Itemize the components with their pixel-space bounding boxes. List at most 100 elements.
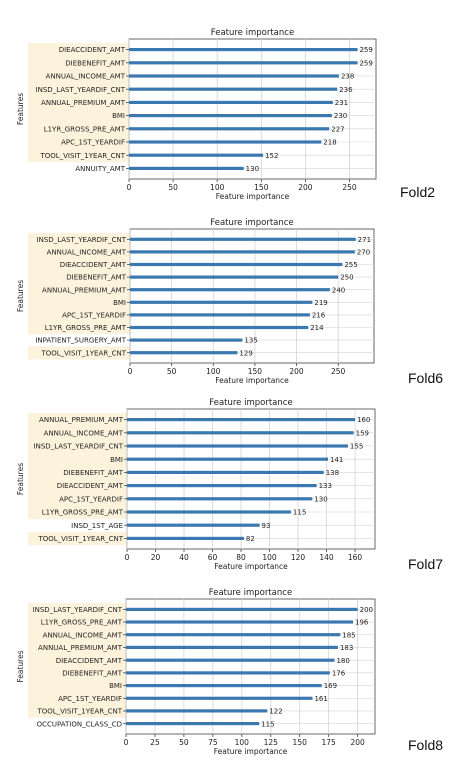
value-label: 133 (319, 482, 332, 490)
feature-bar (130, 262, 343, 267)
label-highlight (28, 82, 129, 97)
x-tick-label: 150 (254, 183, 269, 192)
category-label: BMI (110, 456, 123, 464)
feature-bar (129, 166, 244, 170)
label-highlight (28, 492, 127, 506)
label-highlight (28, 615, 126, 629)
label-highlight (28, 122, 129, 136)
feature-bar (126, 633, 341, 637)
x-tick-label: 140 (319, 553, 334, 562)
x-tick-label: 125 (264, 738, 279, 747)
value-label: 82 (246, 535, 255, 543)
x-tick-label: 0 (127, 183, 132, 192)
category-label: TOOL_VISIT_1YEAR_CNT (36, 708, 122, 716)
value-label: 152 (265, 152, 278, 160)
label-highlight (28, 346, 130, 360)
value-label: 238 (341, 73, 354, 81)
label-highlight (28, 452, 127, 467)
category-label: DIEBENEFIT_AMT (63, 469, 123, 477)
x-tick-label: 40 (179, 553, 189, 562)
value-label: 122 (269, 708, 282, 716)
category-label: ANNUAL_INCOME_AMT (43, 631, 123, 639)
label-highlight (28, 413, 127, 427)
feature-bar (129, 48, 358, 52)
feature-bar (127, 444, 348, 448)
category-label: L1YR_GROSS_PRE_AMT (44, 125, 126, 133)
x-tick-label: 250 (331, 367, 346, 376)
x-tick-label: 200 (350, 738, 365, 747)
x-tick-label: 100 (262, 553, 277, 562)
x-tick-label: 50 (168, 183, 178, 192)
category-label: BMI (113, 299, 126, 307)
x-tick-label: 75 (208, 738, 218, 747)
feature-bar (126, 607, 358, 611)
value-label: 250 (340, 274, 353, 282)
value-label: 176 (332, 669, 346, 677)
label-highlight (28, 43, 129, 57)
feature-bar (130, 313, 310, 317)
label-highlight (28, 321, 130, 335)
category-label: TOOL_VISIT_1YEAR_CNT (40, 349, 126, 357)
x-axis-label: Feature importance (216, 192, 290, 201)
value-label: 161 (314, 695, 327, 703)
feature-bar (126, 645, 338, 649)
label-highlight (28, 653, 126, 667)
value-label: 240 (332, 286, 345, 294)
feature-importance-chart: Feature importance 0 50 100 150 200 250 DIEACCI… (16, 28, 377, 201)
x-tick-label: 200 (298, 183, 313, 192)
x-axis-label: Feature importance (214, 747, 288, 756)
category-label: INSD_LAST_YEARDIF_CNT (37, 236, 127, 244)
fold-label: Fold6 (408, 370, 444, 386)
label-highlight (28, 691, 126, 705)
feature-bar (130, 338, 243, 342)
x-tick-label: 25 (150, 738, 160, 747)
feature-bar (127, 431, 354, 435)
value-label: 159 (356, 429, 369, 437)
label-highlight (28, 69, 129, 83)
x-tick-label: 120 (291, 553, 306, 562)
value-label: 130 (246, 165, 259, 173)
feature-bar (130, 300, 313, 304)
value-label: 185 (342, 631, 355, 639)
feature-bar (126, 684, 322, 688)
feature-bar (126, 620, 353, 624)
value-label: 231 (335, 99, 348, 107)
x-tick-label: 0 (128, 367, 133, 376)
value-label: 227 (331, 125, 344, 133)
category-label: TOOL_VISIT_1YEAR_CNT (37, 535, 123, 543)
category-label: BMI (109, 682, 122, 690)
category-label: ANNUITY_AMT (75, 165, 125, 173)
feature-bar (129, 100, 333, 104)
plot-frame (128, 38, 377, 180)
value-label: 129 (239, 349, 252, 357)
fold-label: Fold7 (408, 556, 444, 572)
x-tick-label: 60 (208, 553, 218, 562)
category-label: TOOL_VISIT_1YEAR_CNT (39, 152, 125, 160)
feature-importance-chart: Feature importance 0 20 40 60 80 100 120 140 160 A… (16, 398, 376, 571)
category-label: ANNUAL_INCOME_AMT (47, 249, 127, 257)
value-label: 180 (336, 657, 349, 665)
category-label: L1YR_GROSS_PRE_AMT (41, 619, 123, 627)
value-label: 259 (359, 46, 372, 54)
category-label: INSD_1ST_AGE (71, 522, 123, 530)
feature-bar (130, 325, 309, 330)
value-label: 214 (310, 324, 324, 332)
fold-label: Fold8 (408, 737, 444, 753)
value-label: 169 (324, 682, 337, 690)
value-label: 236 (339, 86, 353, 94)
category-label: DIEACCIDENT_AMT (57, 482, 124, 490)
label-highlight (28, 628, 126, 642)
category-label: APC_1ST_YEARDIF (59, 495, 123, 503)
y-axis-label: Features (16, 463, 25, 495)
feature-bar (126, 696, 313, 700)
plot-frame (125, 598, 376, 735)
label-highlight (28, 479, 127, 493)
value-label: 115 (261, 720, 274, 728)
category-label: ANNUAL_PREMIUM_AMT (41, 99, 126, 107)
feature-bar (130, 237, 356, 241)
category-label: DIEBENEFIT_AMT (66, 274, 126, 282)
feature-bar (129, 153, 264, 157)
category-label: INSD_LAST_YEARDIF_CNT (36, 86, 126, 94)
category-label: APC_1ST_YEARDIF (58, 695, 122, 703)
feature-importance-chart: Feature importance 0 50 100 150 200 250 INSD_LA… (16, 218, 375, 385)
